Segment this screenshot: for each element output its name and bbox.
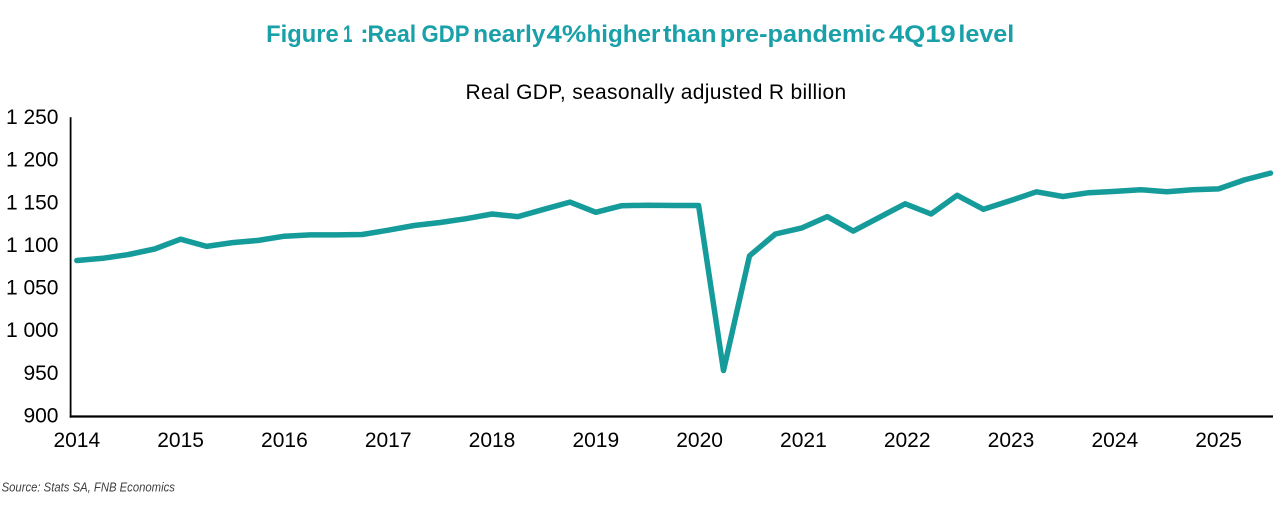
svg-text:2023: 2023 [988, 429, 1035, 452]
svg-text::: : [360, 21, 368, 47]
svg-text:1 050: 1 050 [6, 277, 59, 300]
svg-text:2019: 2019 [572, 429, 619, 452]
svg-text:level: level [958, 21, 1014, 47]
svg-text:1 250: 1 250 [6, 106, 59, 129]
svg-text:4Q19: 4Q19 [889, 21, 956, 47]
svg-text:2020: 2020 [676, 429, 723, 452]
svg-text:higher: higher [586, 21, 661, 48]
svg-text:2014: 2014 [53, 429, 100, 452]
svg-text:Figure: Figure [266, 21, 339, 48]
svg-text:2015: 2015 [157, 429, 204, 452]
svg-text:900: 900 [23, 404, 58, 427]
svg-text:4%: 4% [547, 21, 587, 47]
svg-text:Real: Real [367, 20, 416, 47]
svg-text:than: than [663, 21, 717, 47]
svg-text:2016: 2016 [261, 429, 308, 452]
svg-text:2022: 2022 [884, 429, 931, 452]
svg-text:Source: Stats SA, FNB Economic: Source: Stats SA, FNB Economics [2, 480, 175, 495]
svg-text:2021: 2021 [780, 429, 827, 452]
svg-text:1: 1 [343, 21, 352, 48]
svg-text:nearly: nearly [473, 21, 546, 48]
svg-text:2024: 2024 [1091, 429, 1138, 452]
svg-text:GDP: GDP [422, 20, 470, 47]
svg-text:1 000: 1 000 [6, 319, 59, 342]
svg-text:1 100: 1 100 [6, 234, 59, 257]
svg-text:1 200: 1 200 [6, 149, 59, 172]
svg-text:pre-pandemic: pre-pandemic [720, 21, 886, 47]
svg-text:Real GDP, seasonally adjusted: Real GDP, seasonally adjusted R billion [466, 81, 847, 104]
svg-text:950: 950 [23, 362, 58, 385]
svg-text:2018: 2018 [469, 429, 516, 452]
svg-text:1 150: 1 150 [6, 191, 59, 214]
svg-text:2017: 2017 [365, 429, 412, 452]
svg-text:2025: 2025 [1195, 429, 1242, 452]
